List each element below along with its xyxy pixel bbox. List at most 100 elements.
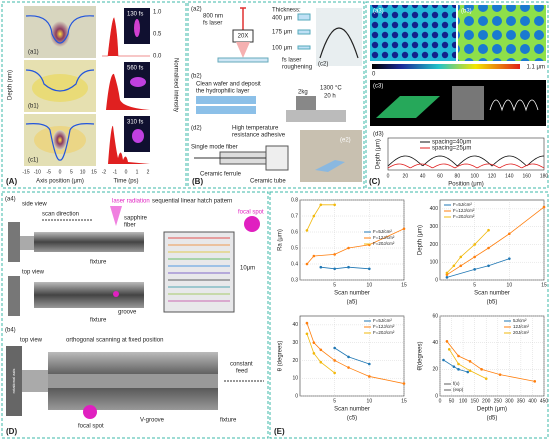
y-tick-label: 0.4 [291,261,298,267]
tube [265,145,289,171]
text: fs laser [203,21,222,27]
x-tick-label: 400 [528,398,537,404]
plot-area [299,199,405,281]
pulse-label: 130 fs [127,12,143,18]
wafer [217,57,269,63]
panel-label: (A) [6,177,17,186]
sub-label: (a2) [191,7,202,13]
x-tick-label: 200 [482,398,491,404]
point [368,375,371,378]
point [459,264,463,268]
point [473,268,476,271]
point [508,257,511,260]
y-tick-label: 40 [432,340,438,346]
series-line [306,204,335,231]
frame [1,191,269,439]
series-line [306,228,405,265]
x-tick-label: 10 [367,282,373,288]
legend-label: F=12J/cm² [373,235,395,240]
y-tick-label: 100 [430,260,439,266]
image [376,96,440,118]
legend-label: F=20J/cm² [453,214,475,219]
x-tick-label: 450 [540,398,549,404]
point [333,253,336,256]
tick-label: 15 [91,169,97,175]
tick-label: -2 [102,169,107,175]
sub-label: (c2) [318,62,328,68]
caption: (b5) [487,300,498,306]
legend-label: f(x) [453,381,460,386]
legend-label: F=5J/cm² [373,229,392,234]
tick-label: 1 [136,169,139,175]
y-tick-label: 10 [292,376,298,382]
tick-label: 10 [80,169,86,175]
image [458,5,546,61]
legend-label: spacing=40μm [432,140,471,146]
pulse-label: 310 fs [127,120,143,126]
tick-label: 180 [540,173,549,179]
panel-a: Depth (nm) (a1) (b1) (c1) -15 -10 -5 0 5 10 15… [6,6,178,186]
hatch [163,231,235,313]
text: 2kg [298,90,308,96]
panel-c: (a3) (b3) 0 1.1 μm (c3) (d3) spacing=40μ… [369,5,548,188]
fixture [34,282,144,308]
photo [315,160,345,172]
y-tick-label: 0.5 [291,245,298,251]
text: fixture [220,418,237,424]
point [347,366,350,369]
legend-label: F=12J/cm² [453,208,475,213]
plot-area [439,199,545,281]
y-tick-label: 300 [430,224,439,230]
groove [48,374,218,388]
point [402,227,406,231]
y-tick-label: 0.7 [291,213,298,219]
text: Thickness: [272,8,301,14]
text: Ceramic ferrule [200,172,242,178]
chuck [22,370,48,392]
axis-label: Depth (μm) [376,139,382,169]
sub-label: (a4) [5,197,16,203]
colorbar [372,64,520,69]
charts: 0.3 0.4 0.5 0.6 0.7 0.8 5 10 15 Ra (μm) Scan numbe… [278,197,549,421]
y-tick-label: 200 [430,242,439,248]
tick-label: 2 [147,169,150,175]
image [316,8,362,66]
axis-label: Normalised intensity [172,58,178,112]
sub-label: (a1) [28,50,39,56]
focal-spot [83,405,97,419]
text: rotational axis [11,369,16,394]
text: V-groove [140,418,165,424]
point [445,271,449,275]
profile [25,15,95,44]
y-tick-label: 0.8 [291,197,298,203]
text: fiber [124,223,136,229]
chuck [8,276,20,316]
x-tick-label: 50 [449,398,455,404]
text: focal spot [238,210,264,216]
legend-label: F=5J/cm² [453,202,472,207]
inset [134,19,140,37]
x-axis-label: Scan number [334,291,370,297]
wafer [196,106,256,114]
point [480,368,483,371]
caption: (d5) [487,416,498,422]
axis-label: Time (ps) [113,179,138,185]
x-tick-label: 0 [439,398,442,404]
series-line [446,206,545,276]
focal-spot [244,216,260,232]
profile [25,123,95,161]
point [333,203,336,207]
point [445,273,449,276]
panel-label: (B) [192,177,203,186]
chuck [8,222,20,262]
text: Ceramic tube [250,179,286,185]
point [468,360,472,363]
tick-label: -5 [46,169,51,175]
legend-label: F=20J/cm² [373,241,395,246]
text: fixture [90,318,107,324]
point [305,321,309,325]
text: top view [22,270,45,276]
point [487,264,490,268]
point [305,229,309,232]
